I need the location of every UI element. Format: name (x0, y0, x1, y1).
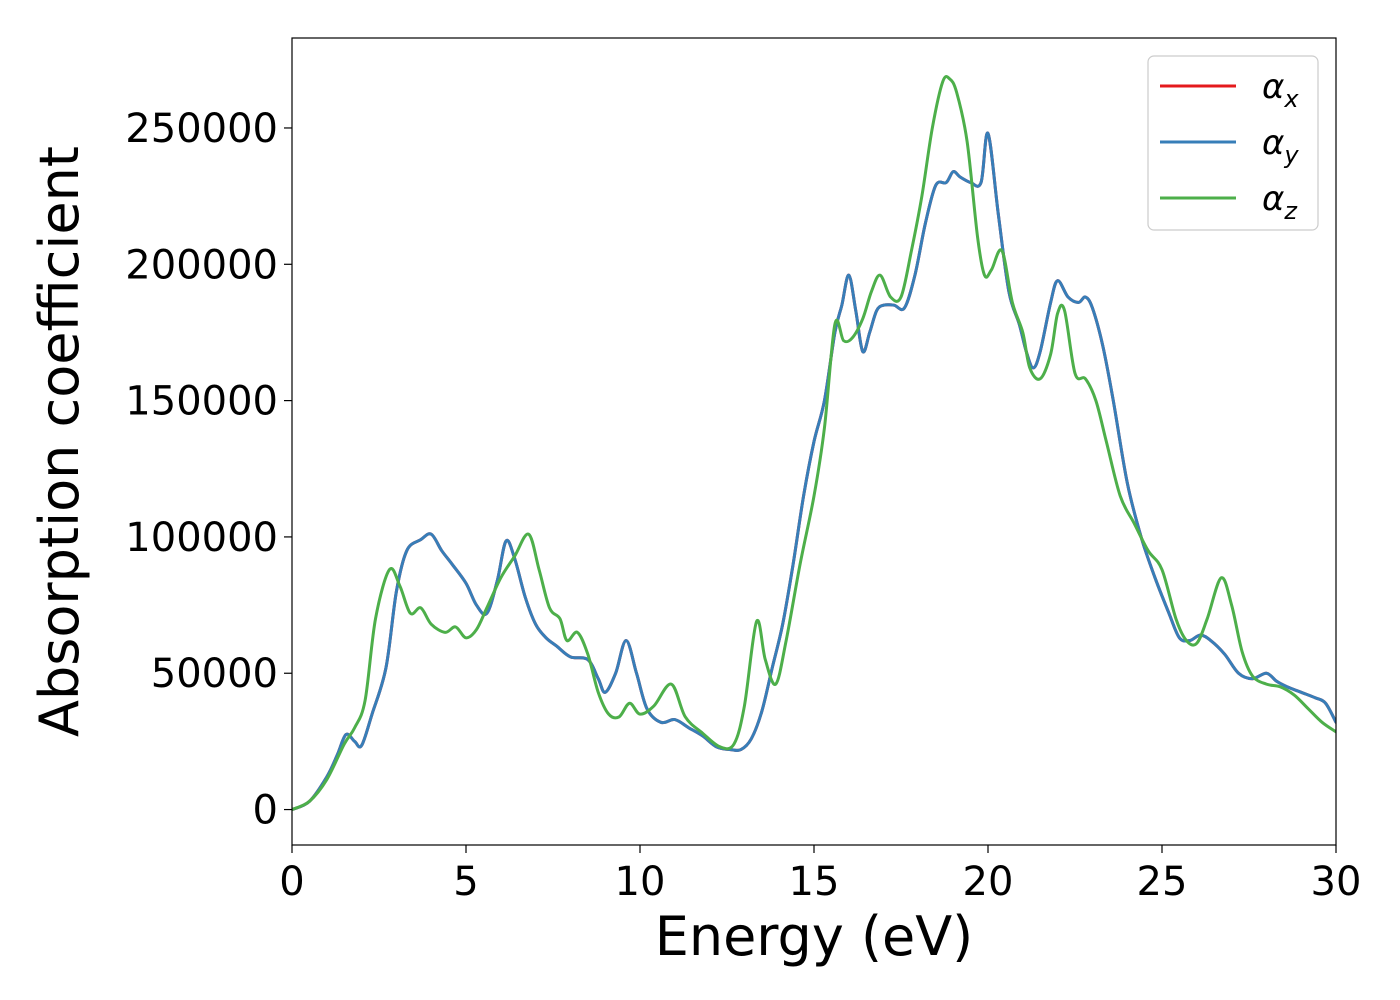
x-axis-label: Energy (eV) (655, 905, 974, 968)
series-line-alpha-z (292, 75, 1336, 812)
x-tick-label: 5 (453, 859, 478, 905)
legend-label-alpha-y: αy (1262, 123, 1299, 169)
y-tick-label: 250000 (125, 106, 278, 152)
x-tick-label: 0 (279, 859, 304, 905)
legend-label-alpha-x: αx (1262, 67, 1299, 113)
series-layer (292, 75, 1336, 812)
series-line-alpha-x (292, 131, 1336, 812)
y-tick-label: 100000 (125, 515, 278, 561)
x-tick-label: 25 (1137, 859, 1188, 905)
y-axis: 0 50000 100000 150000 200000 250000 (125, 106, 292, 834)
y-tick-label: 150000 (125, 379, 278, 425)
x-tick-label: 30 (1311, 859, 1362, 905)
legend: αx αy αz (1147, 55, 1319, 231)
series-line-alpha-y (292, 131, 1336, 812)
y-tick-label: 0 (253, 788, 278, 834)
legend-label-alpha-z: αz (1262, 179, 1298, 225)
y-tick-label: 200000 (125, 242, 278, 288)
x-tick-label: 15 (789, 859, 840, 905)
y-axis-label: Absorption coefficient (28, 146, 91, 737)
x-tick-label: 10 (615, 859, 666, 905)
y-tick-label: 50000 (151, 651, 278, 697)
x-tick-label: 20 (963, 859, 1014, 905)
x-axis: 0 5 10 15 20 25 30 (279, 845, 1361, 905)
